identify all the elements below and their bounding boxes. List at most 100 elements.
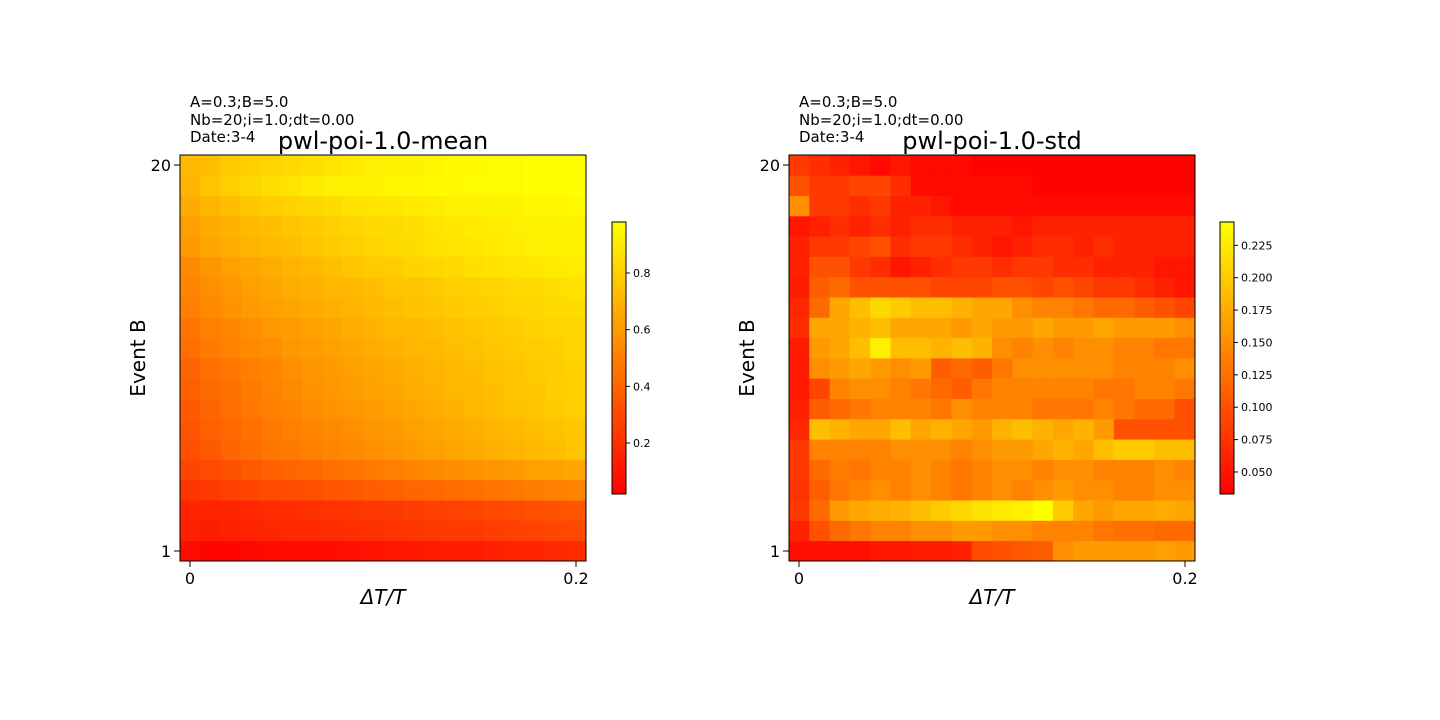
heatmap-cell: [545, 418, 567, 440]
heatmap-cell: [971, 358, 993, 379]
heatmap-cell: [1032, 520, 1054, 542]
heatmap-cell: [504, 256, 526, 278]
heatmap-cell: [992, 276, 1013, 298]
heatmap-cell: [1073, 500, 1094, 521]
heatmap-cell: [342, 337, 364, 359]
heatmap-cell: [484, 378, 506, 399]
heatmap-cell: [1073, 459, 1094, 481]
heatmap-cell: [403, 155, 424, 176]
heatmap-cell: [809, 479, 830, 501]
heatmap-cell: [1012, 175, 1033, 196]
heatmap-cell: [443, 256, 465, 278]
heatmap-cell: [849, 317, 871, 339]
heatmap-cell: [1154, 378, 1176, 399]
heatmap-cell: [220, 317, 242, 339]
heatmap-cell: [849, 358, 871, 379]
heatmap-cell: [1113, 459, 1135, 481]
heatmap-cell: [910, 439, 932, 460]
heatmap-cell: [362, 439, 384, 460]
heatmap-cell: [383, 215, 404, 237]
heatmap-cell: [565, 398, 587, 420]
heatmap-cell: [525, 297, 546, 318]
heatmap-cell: [240, 256, 262, 278]
heatmap-cell: [1012, 317, 1033, 339]
heatmap-cell: [971, 520, 993, 542]
heatmap-cell: [1073, 236, 1094, 257]
heatmap-cell: [443, 215, 465, 237]
heatmap-cell: [1073, 358, 1094, 379]
heatmap-cell: [403, 276, 424, 298]
colorbar-tick-label: 0.2: [633, 437, 651, 450]
heatmap-cell: [362, 540, 384, 562]
heatmap-cell: [910, 195, 932, 217]
heatmap-cell: [281, 439, 303, 460]
heatmap-cell: [200, 175, 221, 196]
heatmap-cell: [403, 297, 424, 318]
heatmap-cell: [423, 459, 445, 481]
heatmap-cell: [1052, 439, 1074, 460]
heatmap-cell: [240, 297, 262, 318]
heatmap-cell: [809, 256, 830, 278]
heatmap-cell: [1093, 195, 1115, 217]
colorbar-tick-label: 0.125: [1241, 369, 1273, 382]
heatmap-cell: [1032, 276, 1054, 298]
heatmap-cell: [362, 520, 384, 542]
heatmap-cell: [545, 459, 567, 481]
heatmap-cell: [1012, 236, 1033, 257]
heatmap-cell: [1174, 236, 1196, 257]
heatmap-cell: [1113, 540, 1135, 562]
heatmap-cell: [220, 520, 242, 542]
heatmap-cell: [443, 520, 465, 542]
heatmap-cell: [951, 175, 973, 196]
heatmap-cell: [261, 459, 282, 481]
heatmap-cell: [931, 378, 952, 399]
heatmap-cell: [849, 195, 871, 217]
colorbar-tick-label: 0.6: [633, 324, 651, 337]
heatmap-cell: [992, 297, 1013, 318]
colorbar-tick-label: 0.075: [1241, 434, 1273, 447]
heatmap-cell: [423, 540, 445, 562]
heatmap-cell: [789, 236, 810, 257]
heatmap-cell: [342, 479, 364, 501]
heatmap-cell: [809, 418, 830, 440]
heatmap-cell: [240, 479, 262, 501]
heatmap-cell: [383, 479, 404, 501]
heatmap-cell: [342, 276, 364, 298]
heatmap-cell: [1012, 297, 1033, 318]
heatmap-cell: [180, 378, 201, 399]
heatmap-cell: [1174, 398, 1196, 420]
heatmap-cell: [1174, 195, 1196, 217]
heatmap-cell: [443, 479, 465, 501]
heatmap-cell: [464, 378, 485, 399]
heatmap-cell: [504, 418, 526, 440]
heatmap-cell: [220, 297, 242, 318]
heatmap-cell: [1052, 256, 1074, 278]
heatmap-cell: [992, 358, 1013, 379]
heatmap-cell: [565, 479, 587, 501]
heatmap-cell: [1134, 358, 1155, 379]
heatmap-cell: [849, 276, 871, 298]
heatmap-cell: [342, 459, 364, 481]
heatmap-cell: [423, 479, 445, 501]
heatmap-cell: [1052, 175, 1074, 196]
heatmap-cell: [261, 256, 282, 278]
heatmap-cell: [1134, 418, 1155, 440]
heatmap-cell: [383, 439, 404, 460]
heatmap-cell: [931, 155, 952, 176]
heatmap-cell: [464, 317, 485, 339]
heatmap-cell: [200, 215, 221, 237]
heatmap-cell: [342, 256, 364, 278]
heatmap-cell: [443, 195, 465, 217]
heatmap-cell: [951, 358, 973, 379]
heatmap-cell: [383, 155, 404, 176]
heatmap-cell: [240, 358, 262, 379]
heatmap-cell: [545, 337, 567, 359]
heatmap-cell: [971, 215, 993, 237]
heatmap-cell: [829, 256, 851, 278]
heatmap-cell: [322, 459, 343, 481]
heatmap-cell: [180, 297, 201, 318]
heatmap-cell: [383, 459, 404, 481]
colorbar-ticks: 0.050 0.075 0.100 0.125 0.150 0.175 0.200 0.225: [1234, 239, 1273, 479]
heatmap-cell: [301, 378, 323, 399]
